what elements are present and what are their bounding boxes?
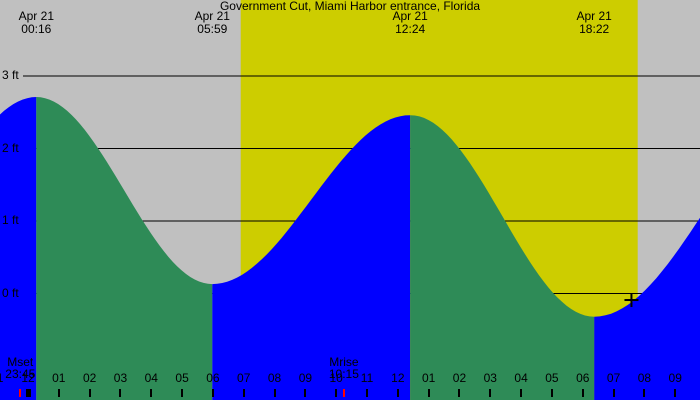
- hour-tick: [612, 389, 615, 397]
- tide-fill-rising: [594, 217, 700, 400]
- hour-axis-label: 09: [298, 371, 313, 385]
- tide-event-label-0559: Apr 21 05:59: [195, 10, 230, 36]
- hour-tick: [366, 389, 369, 397]
- hour-axis-label: 10: [329, 371, 343, 385]
- chart-title: Government Cut, Miami Harbor entrance, F…: [219, 0, 481, 13]
- hour-tick: [550, 389, 553, 397]
- hour-axis-label: 01: [52, 371, 66, 385]
- hour-axis-label: 09: [668, 371, 682, 385]
- hour-tick: [57, 389, 60, 397]
- hour-axis-label: 05: [545, 371, 559, 385]
- tide-event-date: Apr 21: [576, 9, 612, 23]
- hour-tick: [304, 389, 307, 397]
- hour-axis-label: 12: [21, 371, 35, 385]
- hour-axis-label: 02: [452, 371, 467, 385]
- hour-tick: [427, 389, 430, 397]
- y-axis-label-3ft: 3 ft: [2, 68, 19, 82]
- hour-axis-label: 06: [206, 371, 220, 385]
- moon-event-name: Mset: [7, 355, 34, 369]
- moon-event-time: 23:45: [5, 367, 36, 381]
- hour-axis-label: 08: [267, 371, 282, 385]
- tide-event-time: 00:16: [21, 22, 52, 36]
- moon-event-tick: [19, 389, 22, 397]
- tide-event-date: Apr 21: [392, 9, 428, 23]
- hour-tick: [242, 389, 245, 397]
- hour-tick: [489, 389, 492, 397]
- hour-axis-label: 04: [144, 371, 158, 385]
- hour-axis-label: 12: [391, 371, 405, 385]
- tide-event-date: Apr 21: [194, 9, 230, 23]
- hour-axis-label: 06: [576, 371, 590, 385]
- hour-tick: [181, 389, 184, 397]
- hour-tick: [581, 389, 584, 397]
- hour-tick: [396, 389, 399, 397]
- hour-tick: [335, 389, 338, 397]
- moon-event-time: 10:15: [328, 367, 359, 381]
- hour-axis-label: 04: [514, 371, 528, 385]
- y-axis-label-2ft: 2 ft: [2, 140, 19, 155]
- hour-tick: [150, 389, 153, 397]
- tide-fill-falling: [410, 115, 595, 400]
- hour-axis-label: 08: [637, 371, 652, 385]
- hour-axis-label: 03: [113, 371, 128, 385]
- moon-event-name: Mrise: [329, 355, 359, 369]
- y-axis-label-1ft: 1 ft: [2, 213, 19, 227]
- hour-axis-label: 11: [360, 371, 374, 385]
- hour-axis-label: 05: [175, 371, 189, 385]
- hour-axis-label: 11: [0, 371, 4, 385]
- hour-axis-label: 03: [483, 371, 497, 385]
- hour-tick: [119, 389, 122, 397]
- tide-event-time: 18:22: [579, 22, 610, 36]
- tide-fill-rising: [212, 115, 411, 400]
- hour-tick: [674, 389, 677, 397]
- tide-event-time: 12:24: [395, 22, 426, 36]
- hour-axis-label: 07: [606, 371, 621, 385]
- hour-axis-label: 07: [237, 371, 251, 385]
- hour-tick: [520, 389, 523, 397]
- moon-event-tick: [342, 389, 345, 397]
- tide-event-label-0016: Apr 21 00:16: [19, 10, 54, 36]
- moon-event-label-mset: Mset 23:45: [5, 356, 35, 380]
- tide-event-label-1224: Apr 21 12:24: [392, 10, 427, 36]
- hour-axis-label: 02: [82, 371, 97, 385]
- hour-tick: [458, 389, 461, 397]
- tide-event-date: Apr 21: [18, 9, 54, 23]
- y-axis-label-0ft: 0 ft: [2, 285, 19, 300]
- tide-event-label-1822: Apr 21 18:22: [576, 10, 611, 36]
- hour-tick: [273, 389, 276, 397]
- hour-tick: [88, 389, 91, 397]
- tide-fill-rising: [0, 97, 37, 400]
- date-boundary-tick: [25, 389, 31, 397]
- tide-fill-falling: [36, 97, 213, 400]
- hour-tick: [643, 389, 646, 397]
- hour-axis-label: 01: [421, 371, 436, 385]
- tide-event-time: 05:59: [197, 22, 228, 36]
- moon-event-label-mrise: Mrise 10:15: [329, 356, 359, 380]
- hour-tick: [211, 389, 214, 397]
